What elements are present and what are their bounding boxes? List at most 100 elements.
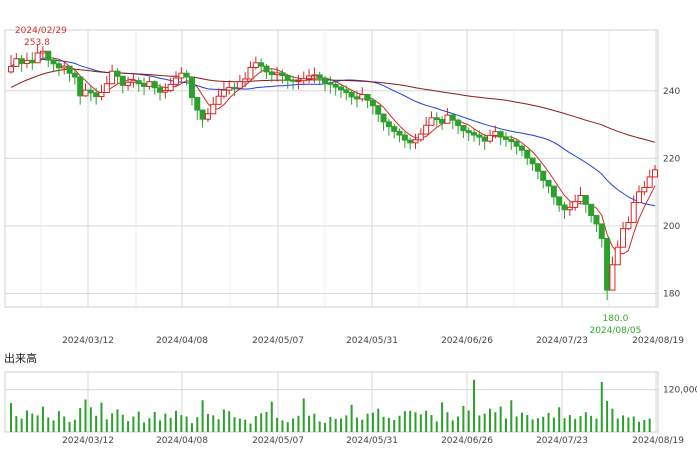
candle-body [364, 94, 371, 101]
candle-body [322, 77, 329, 84]
candle-body [577, 195, 584, 203]
ma-line-75 [10, 68, 656, 143]
candle-body [433, 117, 440, 121]
candle-body [300, 78, 307, 82]
volume-bar [153, 411, 156, 432]
volume-bar [393, 420, 396, 432]
volume-bar [41, 406, 44, 432]
volume-x-tick-label: 2024/04/08 [156, 436, 208, 446]
candle-body [497, 131, 504, 138]
candle-body [178, 72, 185, 79]
candle-body [77, 76, 84, 97]
volume-bar [36, 415, 39, 432]
candle-body [236, 81, 243, 89]
volume-series [10, 379, 651, 432]
volume-x-tick-label: 2024/06/26 [441, 436, 493, 446]
volume-bar [190, 423, 193, 432]
volume-bar [281, 420, 284, 432]
volume-bar [371, 412, 374, 432]
price-x-tick-label: 2024/06/26 [441, 336, 493, 346]
candle-body [502, 136, 509, 140]
candle-body [61, 65, 68, 69]
candle-body [375, 105, 382, 115]
volume-x-tick-label: 2024/05/31 [346, 436, 398, 446]
candle-body [172, 77, 179, 85]
candle-body [646, 176, 653, 188]
volume-bar [622, 415, 625, 432]
candle-body [566, 206, 573, 211]
volume-bar [15, 416, 18, 432]
candle-body [652, 169, 658, 178]
volume-bar [169, 417, 172, 432]
volume-bar [574, 418, 577, 432]
candle-body [401, 134, 408, 141]
volume-axis: 120,000 [663, 386, 697, 396]
volume-bar [100, 402, 103, 432]
candle-body [167, 83, 174, 91]
low-annotation-date: 2024/08/05 [589, 326, 641, 336]
volume-title: 出来高 [4, 351, 37, 365]
candle-body [465, 130, 472, 134]
candle-body [449, 114, 456, 121]
volume-bar [308, 415, 311, 432]
candle-body [609, 264, 616, 291]
volume-bar [73, 419, 76, 432]
candle-body [210, 103, 217, 115]
volume-bar [25, 410, 28, 432]
candle-body [87, 89, 94, 94]
candle-body [215, 95, 222, 105]
candle-body [412, 139, 419, 144]
volume-x-tick-label: 2024/03/12 [62, 436, 114, 446]
volume-bar [84, 399, 87, 432]
candle-body [146, 81, 153, 87]
volume-bar [297, 415, 300, 432]
volume-bar [366, 413, 369, 432]
volume-bar [132, 416, 135, 432]
candle-body [226, 86, 233, 91]
volume-bar [457, 416, 460, 432]
volume-bar [473, 379, 476, 432]
volume-bar [435, 421, 438, 432]
price-x-tick-label: 2024/05/07 [252, 336, 304, 346]
candle-body [348, 91, 355, 98]
volume-bar [180, 415, 183, 432]
candle-body [284, 75, 291, 81]
volume-bar [536, 418, 539, 432]
candle-body [29, 59, 36, 64]
candle-body [39, 50, 46, 54]
candle-body [513, 140, 520, 147]
volume-bar [483, 413, 486, 432]
price-x-tick-label: 2024/07/23 [536, 336, 588, 346]
candle-body [290, 79, 297, 82]
candle-body [582, 195, 589, 205]
candle-body [327, 82, 334, 85]
candle-body [561, 204, 568, 211]
volume-bar [276, 417, 279, 432]
price-x-tick-label: 2024/03/12 [62, 336, 114, 346]
ma-line-25 [10, 58, 656, 207]
volume-x-tick-label: 2024/08/19 [632, 436, 684, 446]
candle-body [630, 202, 637, 224]
candle-body [598, 223, 605, 239]
price-axis: 180 200 220 240 [663, 87, 680, 300]
candle-body [82, 89, 89, 97]
candle-body [444, 114, 451, 124]
volume-bar [137, 411, 140, 432]
high-annotation-value: 253.8 [24, 38, 50, 48]
volume-bar [616, 418, 619, 432]
candle-body [550, 185, 557, 198]
volume-bar [89, 407, 92, 432]
volume-bar [265, 411, 268, 432]
volume-bar [127, 421, 130, 432]
volume-bar [584, 412, 587, 432]
candle-body [274, 72, 281, 76]
volume-bar [552, 417, 555, 432]
candle-body [183, 72, 190, 78]
price-x-axis: 2024/03/12 2024/04/08 2024/05/07 2024/05/31… [62, 336, 684, 346]
volume-bar [590, 415, 593, 432]
volume-bar [600, 381, 603, 432]
volume-bar [526, 415, 529, 432]
volume-bar [499, 406, 502, 432]
candle-body [114, 70, 121, 77]
volume-bar [68, 421, 71, 432]
